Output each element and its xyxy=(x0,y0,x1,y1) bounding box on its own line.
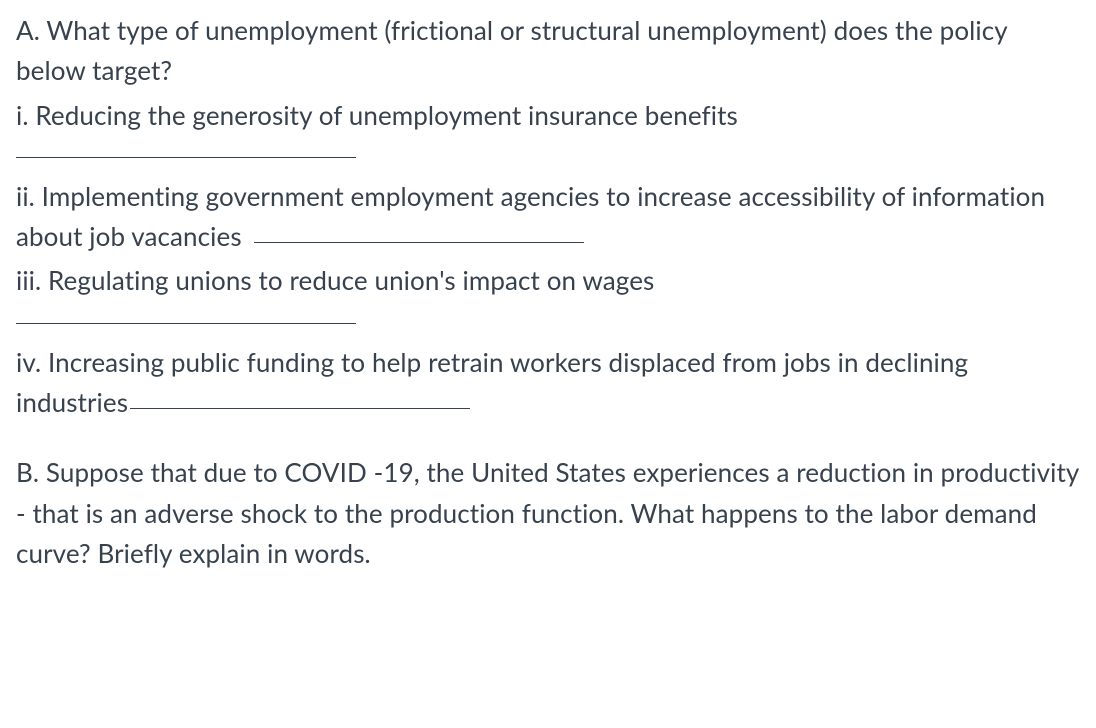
part-a-prompt: A. What type of unemployment (frictional… xyxy=(16,10,1080,91)
answer-blank-i[interactable] xyxy=(16,157,356,158)
part-a-item-iv: iv. Increasing public funding to help re… xyxy=(16,342,1080,423)
answer-blank-ii[interactable] xyxy=(254,216,584,243)
part-a-item-ii: ii. Implementing government employment a… xyxy=(16,176,1080,257)
section-gap xyxy=(16,426,1080,452)
part-a-item-iii: iii. Regulating unions to reduce union's… xyxy=(16,260,1080,300)
answer-blank-iii[interactable] xyxy=(16,323,356,324)
part-b-prompt: B. Suppose that due to COVID -19, the Un… xyxy=(16,452,1080,573)
answer-blank-iv[interactable] xyxy=(130,382,470,409)
question-document: A. What type of unemployment (frictional… xyxy=(0,0,1096,728)
part-a-item-i: i. Reducing the generosity of unemployme… xyxy=(16,95,1080,135)
